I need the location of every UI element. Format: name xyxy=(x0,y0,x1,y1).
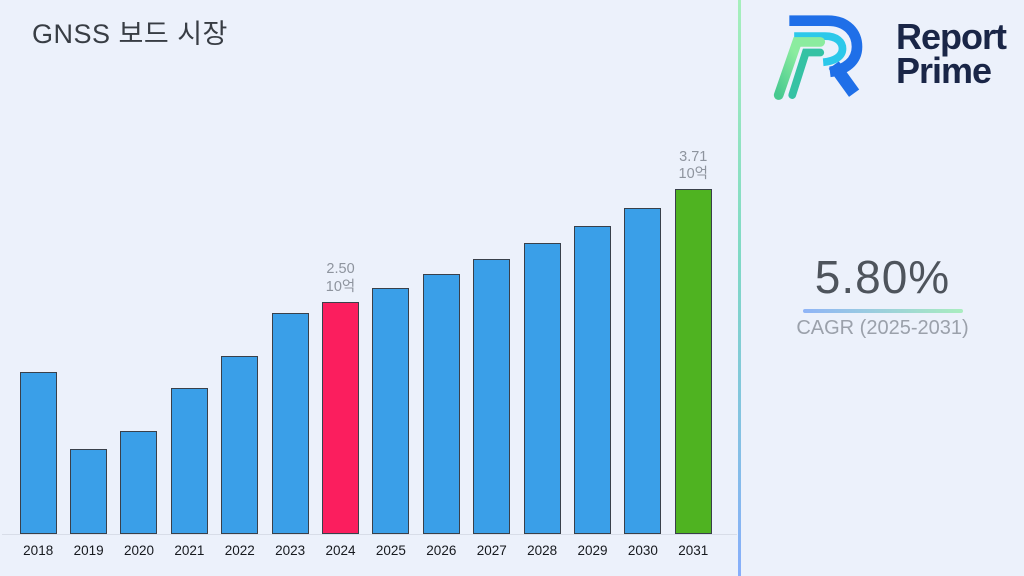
brand-name: Report Prime xyxy=(896,15,1007,91)
section-divider xyxy=(738,0,741,576)
brand-logo: Report Prime xyxy=(770,8,1007,100)
bar-value-label: 2.50 10억 xyxy=(326,261,355,296)
bar-column: 2.50 10억 xyxy=(315,0,365,534)
bar-value: 3.71 xyxy=(679,148,708,165)
report-prime-logo-icon xyxy=(773,15,863,100)
bar-column xyxy=(114,0,164,534)
year-label-2025: 2025 xyxy=(375,543,406,558)
bar-unit: 10억 xyxy=(678,166,708,183)
bar-column xyxy=(618,0,668,534)
bar-2023 xyxy=(271,312,309,534)
year-label-2021: 2021 xyxy=(174,543,205,558)
bar-chart: 2.50 10억 3.71 10억 xyxy=(13,0,719,534)
bar-column xyxy=(517,0,567,534)
bar-column xyxy=(164,0,214,534)
bar-2029 xyxy=(573,226,611,534)
year-label-2031: 2031 xyxy=(678,543,709,558)
x-axis-line xyxy=(2,534,737,535)
year-label-2022: 2022 xyxy=(224,543,255,558)
bar-2028 xyxy=(523,242,561,534)
bar-2024 xyxy=(322,301,360,534)
year-label-2018: 2018 xyxy=(23,543,54,558)
bar-column xyxy=(215,0,265,534)
bar-column xyxy=(265,0,315,534)
year-label-2028: 2028 xyxy=(527,543,558,558)
year-label-2023: 2023 xyxy=(275,543,306,558)
bar-2026 xyxy=(422,273,460,534)
bar-2020 xyxy=(120,430,158,534)
bar-2030 xyxy=(624,207,662,534)
bar-2027 xyxy=(473,258,511,534)
bar-2018 xyxy=(19,372,57,534)
year-label-2029: 2029 xyxy=(577,543,608,558)
cagr-block: 5.80% CAGR (2025-2031) xyxy=(741,250,1024,340)
bar-column xyxy=(416,0,466,534)
year-label-2024: 2024 xyxy=(325,543,356,558)
year-label-2020: 2020 xyxy=(123,543,154,558)
cagr-value: 5.80% xyxy=(814,251,951,303)
year-label-2030: 2030 xyxy=(627,543,658,558)
bar-column xyxy=(63,0,113,534)
bar-2031 xyxy=(674,188,712,534)
bar-column xyxy=(567,0,617,534)
bar-column xyxy=(13,0,63,534)
bar-column xyxy=(366,0,416,534)
chart-title: GNSS 보드 시장 xyxy=(32,19,228,49)
year-label-2026: 2026 xyxy=(426,543,457,558)
bar-2022 xyxy=(221,356,259,534)
year-label-2019: 2019 xyxy=(73,543,104,558)
bar-value: 2.50 xyxy=(326,261,355,278)
cagr-underline xyxy=(802,309,963,313)
bar-2025 xyxy=(372,287,410,534)
x-axis-labels: 2018 2019 2020 2021 2022 2023 2024 2025 2026 2027… xyxy=(13,543,719,558)
bar-column: 3.71 10억 xyxy=(668,0,718,534)
year-label-2027: 2027 xyxy=(476,543,507,558)
cagr-label: CAGR (2025-2031) xyxy=(796,317,969,339)
bar-value-label: 3.71 10억 xyxy=(679,149,708,184)
bar-2021 xyxy=(170,388,208,534)
bar-column xyxy=(467,0,517,534)
brand-name-line2: Prime xyxy=(896,50,992,91)
bar-2019 xyxy=(70,449,108,534)
brand-name-line1: Report xyxy=(896,15,1007,57)
bar-unit: 10억 xyxy=(325,278,356,295)
